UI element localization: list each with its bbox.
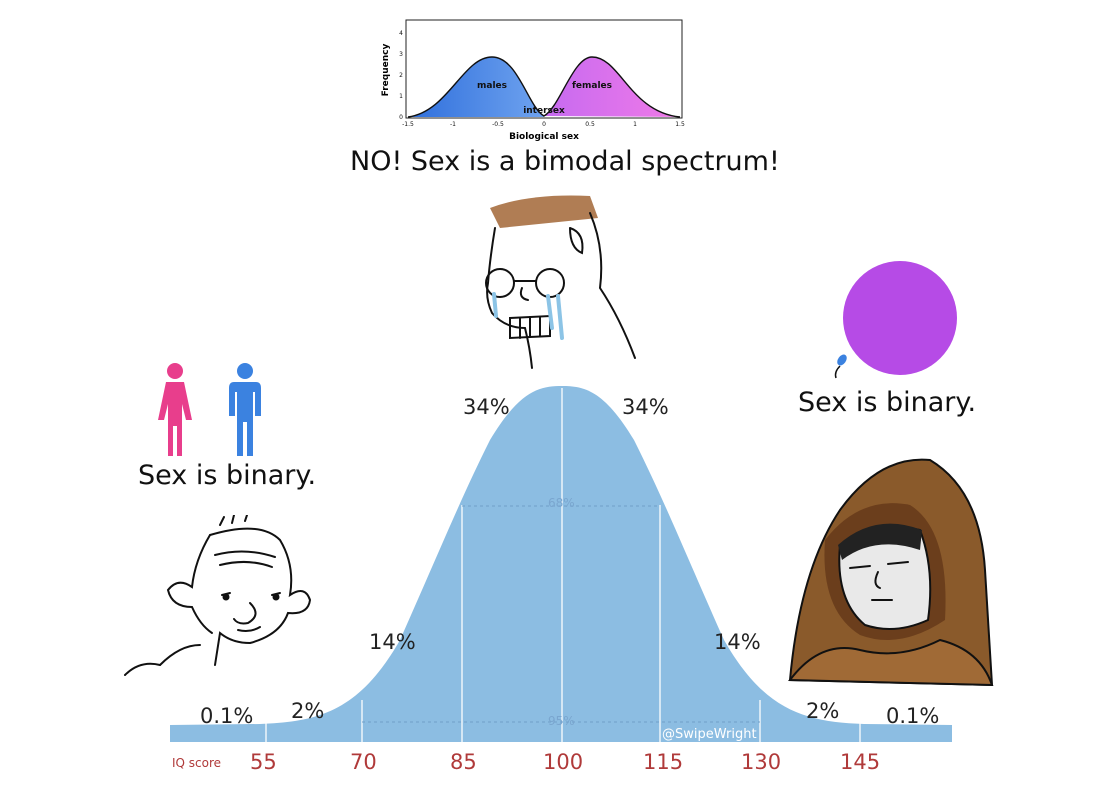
x-tick: 1.5 <box>675 121 685 128</box>
inset-xlabel: Biological sex <box>509 132 579 142</box>
pct-left-mid: 14% <box>369 630 416 654</box>
pct-far-left: 0.1% <box>200 704 254 728</box>
egg-and-sperm <box>834 261 957 379</box>
right-caption: Sex is binary. <box>798 387 977 418</box>
x-tick: 0 <box>542 121 546 128</box>
pct-far-right: 0.1% <box>886 704 940 728</box>
iq-tick: 55 <box>250 750 277 774</box>
iq-tick: 85 <box>450 750 477 774</box>
y-tick: 3 <box>399 51 403 58</box>
hooded-figure-drawing <box>788 458 994 687</box>
simple-face-drawing <box>124 515 312 676</box>
iq-tick: 130 <box>741 750 782 774</box>
top-caption: NO! Sex is a bimodal spectrum! <box>350 146 780 177</box>
x-tick: 1 <box>633 121 637 128</box>
restroom-icons <box>156 363 261 456</box>
pct-right-mid: 14% <box>714 630 761 654</box>
males-distribution <box>408 57 544 117</box>
x-tick: -1 <box>450 121 456 128</box>
credit-label: @SwipeWright <box>662 727 757 742</box>
y-tick: 4 <box>399 30 403 37</box>
pct-left-center: 34% <box>463 395 510 419</box>
inset-ylabel: Frequency <box>381 44 391 97</box>
y-tick: 1 <box>399 93 403 100</box>
pct-left-tail: 2% <box>291 699 325 723</box>
iq-axis-label: IQ score <box>172 756 222 770</box>
inner-68-label: 68% <box>548 496 575 510</box>
egg-icon <box>843 261 957 375</box>
y-tick: 0 <box>399 114 403 121</box>
iq-tick: 115 <box>643 750 684 774</box>
bimodal-inset-chart: 0 1 2 3 4 -1.5 -1 -0.5 0 0.5 1 1.5 Biolo… <box>381 19 685 142</box>
iq-tick: 145 <box>840 750 881 774</box>
iq-tick: 70 <box>350 750 377 774</box>
left-caption: Sex is binary. <box>138 460 317 491</box>
pct-right-tail: 2% <box>806 699 840 723</box>
x-tick: -1.5 <box>402 121 414 128</box>
females-distribution <box>544 57 680 117</box>
x-tick: -0.5 <box>492 121 504 128</box>
males-label: males <box>477 81 507 91</box>
x-tick: 0.5 <box>585 121 595 128</box>
bell-curve <box>170 386 952 742</box>
pct-right-center: 34% <box>622 395 669 419</box>
inner-95-label: 95% <box>548 714 575 728</box>
woman-icon <box>156 363 194 456</box>
intersex-label: intersex <box>523 106 565 116</box>
iq-tick: 100 <box>543 750 584 774</box>
man-icon <box>229 363 261 456</box>
sperm-icon <box>834 354 847 379</box>
crying-face-drawing <box>485 195 636 369</box>
y-tick: 2 <box>399 72 403 79</box>
females-label: females <box>572 81 612 91</box>
bell-curve-area <box>170 386 952 742</box>
